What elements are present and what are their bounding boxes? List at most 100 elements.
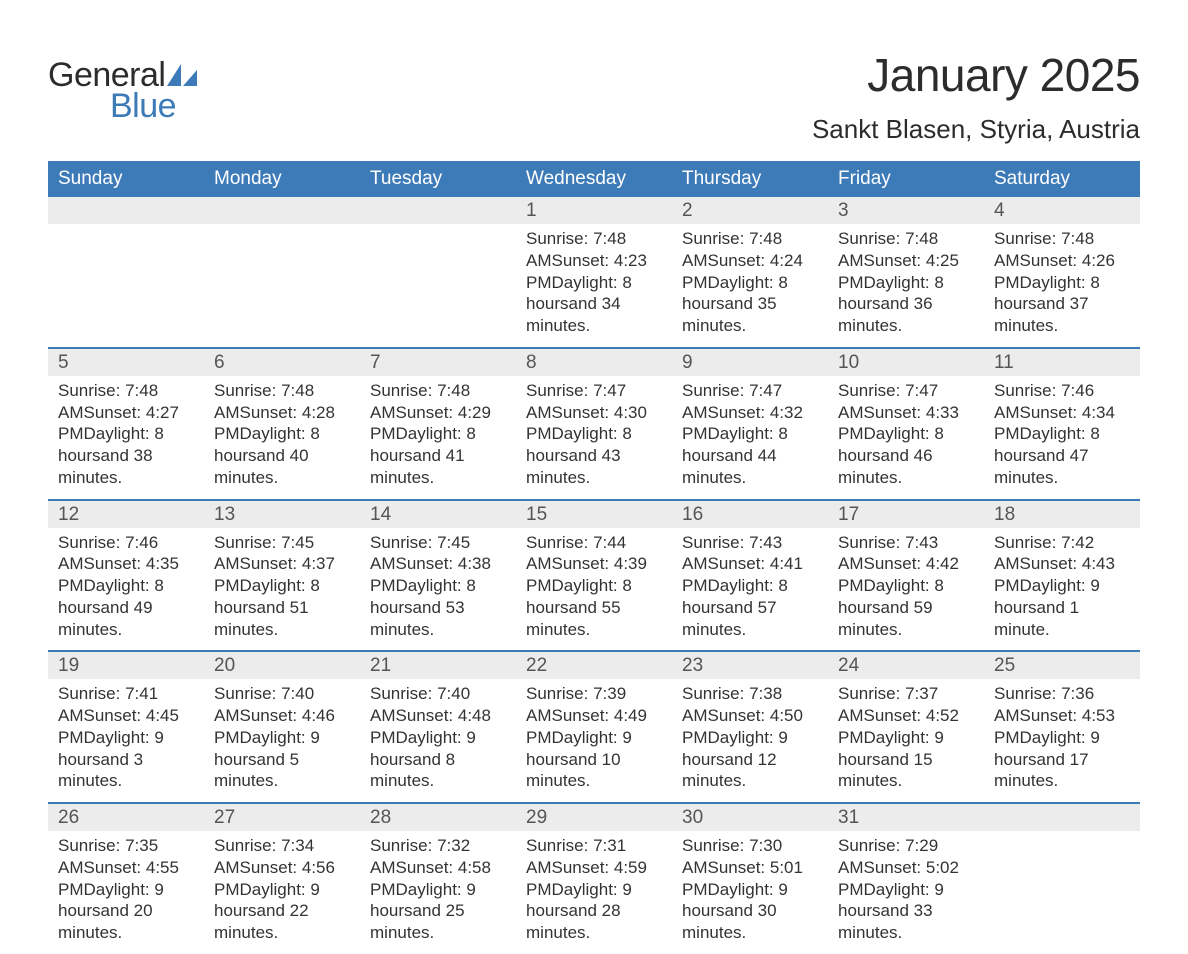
calendar-week: 262728293031Sunrise: 7:35 AMSunset: 4:55… xyxy=(48,802,1140,954)
day-cell: Sunrise: 7:38 AMSunset: 4:50 PMDaylight:… xyxy=(672,679,828,802)
day-number: 15 xyxy=(516,501,672,528)
day-body-row: Sunrise: 7:48 AMSunset: 4:23 PMDaylight:… xyxy=(48,224,1140,347)
day-cell: Sunrise: 7:48 AMSunset: 4:28 PMDaylight:… xyxy=(204,376,360,499)
day-body-row: Sunrise: 7:41 AMSunset: 4:45 PMDaylight:… xyxy=(48,679,1140,802)
day-cell: Sunrise: 7:48 AMSunset: 4:26 PMDaylight:… xyxy=(984,224,1140,347)
day-cell: Sunrise: 7:43 AMSunset: 4:42 PMDaylight:… xyxy=(828,528,984,651)
day-cell: Sunrise: 7:48 AMSunset: 4:25 PMDaylight:… xyxy=(828,224,984,347)
day-cell xyxy=(984,831,1140,954)
calendar-page: General Blue January 2025 Sankt Blasen, … xyxy=(0,0,1188,918)
day-number: 7 xyxy=(360,349,516,376)
day-body-row: Sunrise: 7:48 AMSunset: 4:27 PMDaylight:… xyxy=(48,376,1140,499)
day-cell: Sunrise: 7:34 AMSunset: 4:56 PMDaylight:… xyxy=(204,831,360,954)
calendar-week: 567891011Sunrise: 7:48 AMSunset: 4:27 PM… xyxy=(48,347,1140,499)
weekday-header: Monday xyxy=(204,161,360,197)
day-cell: Sunrise: 7:48 AMSunset: 4:27 PMDaylight:… xyxy=(48,376,204,499)
day-number: 4 xyxy=(984,197,1140,224)
day-body-row: Sunrise: 7:46 AMSunset: 4:35 PMDaylight:… xyxy=(48,528,1140,651)
day-cell: Sunrise: 7:40 AMSunset: 4:48 PMDaylight:… xyxy=(360,679,516,802)
weeks-container: 1234Sunrise: 7:48 AMSunset: 4:23 PMDayli… xyxy=(48,197,1140,954)
day-number: 23 xyxy=(672,652,828,679)
day-cell: Sunrise: 7:37 AMSunset: 4:52 PMDaylight:… xyxy=(828,679,984,802)
day-number-row: 1234 xyxy=(48,197,1140,224)
day-number: 19 xyxy=(48,652,204,679)
day-cell: Sunrise: 7:47 AMSunset: 4:30 PMDaylight:… xyxy=(516,376,672,499)
day-number xyxy=(204,197,360,224)
day-number: 11 xyxy=(984,349,1140,376)
weekday-header: Friday xyxy=(828,161,984,197)
day-number: 6 xyxy=(204,349,360,376)
day-number xyxy=(984,804,1140,831)
day-number-row: 19202122232425 xyxy=(48,652,1140,679)
day-cell: Sunrise: 7:43 AMSunset: 4:41 PMDaylight:… xyxy=(672,528,828,651)
day-cell: Sunrise: 7:30 AMSunset: 5:01 PMDaylight:… xyxy=(672,831,828,954)
day-cell: Sunrise: 7:32 AMSunset: 4:58 PMDaylight:… xyxy=(360,831,516,954)
day-cell: Sunrise: 7:40 AMSunset: 4:46 PMDaylight:… xyxy=(204,679,360,802)
day-cell: Sunrise: 7:47 AMSunset: 4:32 PMDaylight:… xyxy=(672,376,828,499)
weekday-header: Wednesday xyxy=(516,161,672,197)
day-cell: Sunrise: 7:36 AMSunset: 4:53 PMDaylight:… xyxy=(984,679,1140,802)
day-number: 25 xyxy=(984,652,1140,679)
day-number: 9 xyxy=(672,349,828,376)
day-body-row: Sunrise: 7:35 AMSunset: 4:55 PMDaylight:… xyxy=(48,831,1140,954)
day-number: 16 xyxy=(672,501,828,528)
day-cell: Sunrise: 7:47 AMSunset: 4:33 PMDaylight:… xyxy=(828,376,984,499)
day-number-row: 567891011 xyxy=(48,349,1140,376)
day-cell: Sunrise: 7:39 AMSunset: 4:49 PMDaylight:… xyxy=(516,679,672,802)
page-header: General Blue January 2025 Sankt Blasen, … xyxy=(48,48,1140,145)
location-subtitle: Sankt Blasen, Styria, Austria xyxy=(812,114,1140,145)
day-cell: Sunrise: 7:35 AMSunset: 4:55 PMDaylight:… xyxy=(48,831,204,954)
day-cell: Sunrise: 7:48 AMSunset: 4:24 PMDaylight:… xyxy=(672,224,828,347)
day-number: 31 xyxy=(828,804,984,831)
calendar-grid: Sunday Monday Tuesday Wednesday Thursday… xyxy=(48,161,1140,954)
day-cell: Sunrise: 7:48 AMSunset: 4:23 PMDaylight:… xyxy=(516,224,672,347)
day-cell: Sunrise: 7:42 AMSunset: 4:43 PMDaylight:… xyxy=(984,528,1140,651)
weekday-header: Sunday xyxy=(48,161,204,197)
weekday-header-row: Sunday Monday Tuesday Wednesday Thursday… xyxy=(48,161,1140,197)
day-number: 1 xyxy=(516,197,672,224)
day-number: 2 xyxy=(672,197,828,224)
day-number-row: 262728293031 xyxy=(48,804,1140,831)
day-cell: Sunrise: 7:45 AMSunset: 4:38 PMDaylight:… xyxy=(360,528,516,651)
day-cell: Sunrise: 7:46 AMSunset: 4:34 PMDaylight:… xyxy=(984,376,1140,499)
weekday-header: Saturday xyxy=(984,161,1140,197)
brand-word-2: Blue xyxy=(110,87,176,126)
day-number: 28 xyxy=(360,804,516,831)
calendar-week: 12131415161718Sunrise: 7:46 AMSunset: 4:… xyxy=(48,499,1140,651)
day-number: 27 xyxy=(204,804,360,831)
day-number xyxy=(360,197,516,224)
day-cell xyxy=(360,224,516,347)
day-cell xyxy=(48,224,204,347)
day-number: 8 xyxy=(516,349,672,376)
day-cell: Sunrise: 7:31 AMSunset: 4:59 PMDaylight:… xyxy=(516,831,672,954)
title-block: January 2025 Sankt Blasen, Styria, Austr… xyxy=(812,48,1140,145)
day-cell: Sunrise: 7:46 AMSunset: 4:35 PMDaylight:… xyxy=(48,528,204,651)
day-number: 10 xyxy=(828,349,984,376)
day-cell: Sunrise: 7:45 AMSunset: 4:37 PMDaylight:… xyxy=(204,528,360,651)
brand-logo: General Blue xyxy=(48,56,197,126)
sail-icon xyxy=(167,64,197,86)
day-number: 22 xyxy=(516,652,672,679)
day-cell: Sunrise: 7:48 AMSunset: 4:29 PMDaylight:… xyxy=(360,376,516,499)
day-number: 21 xyxy=(360,652,516,679)
day-cell: Sunrise: 7:41 AMSunset: 4:45 PMDaylight:… xyxy=(48,679,204,802)
day-number: 24 xyxy=(828,652,984,679)
day-number: 3 xyxy=(828,197,984,224)
day-cell: Sunrise: 7:44 AMSunset: 4:39 PMDaylight:… xyxy=(516,528,672,651)
calendar-week: 1234Sunrise: 7:48 AMSunset: 4:23 PMDayli… xyxy=(48,197,1140,347)
day-number xyxy=(48,197,204,224)
day-number-row: 12131415161718 xyxy=(48,501,1140,528)
day-number: 14 xyxy=(360,501,516,528)
calendar-week: 19202122232425Sunrise: 7:41 AMSunset: 4:… xyxy=(48,650,1140,802)
day-number: 13 xyxy=(204,501,360,528)
month-title: January 2025 xyxy=(812,48,1140,102)
day-number: 18 xyxy=(984,501,1140,528)
day-number: 12 xyxy=(48,501,204,528)
day-number: 5 xyxy=(48,349,204,376)
day-cell: Sunrise: 7:29 AMSunset: 5:02 PMDaylight:… xyxy=(828,831,984,954)
weekday-header: Thursday xyxy=(672,161,828,197)
day-number: 20 xyxy=(204,652,360,679)
weekday-header: Tuesday xyxy=(360,161,516,197)
day-number: 29 xyxy=(516,804,672,831)
day-number: 30 xyxy=(672,804,828,831)
